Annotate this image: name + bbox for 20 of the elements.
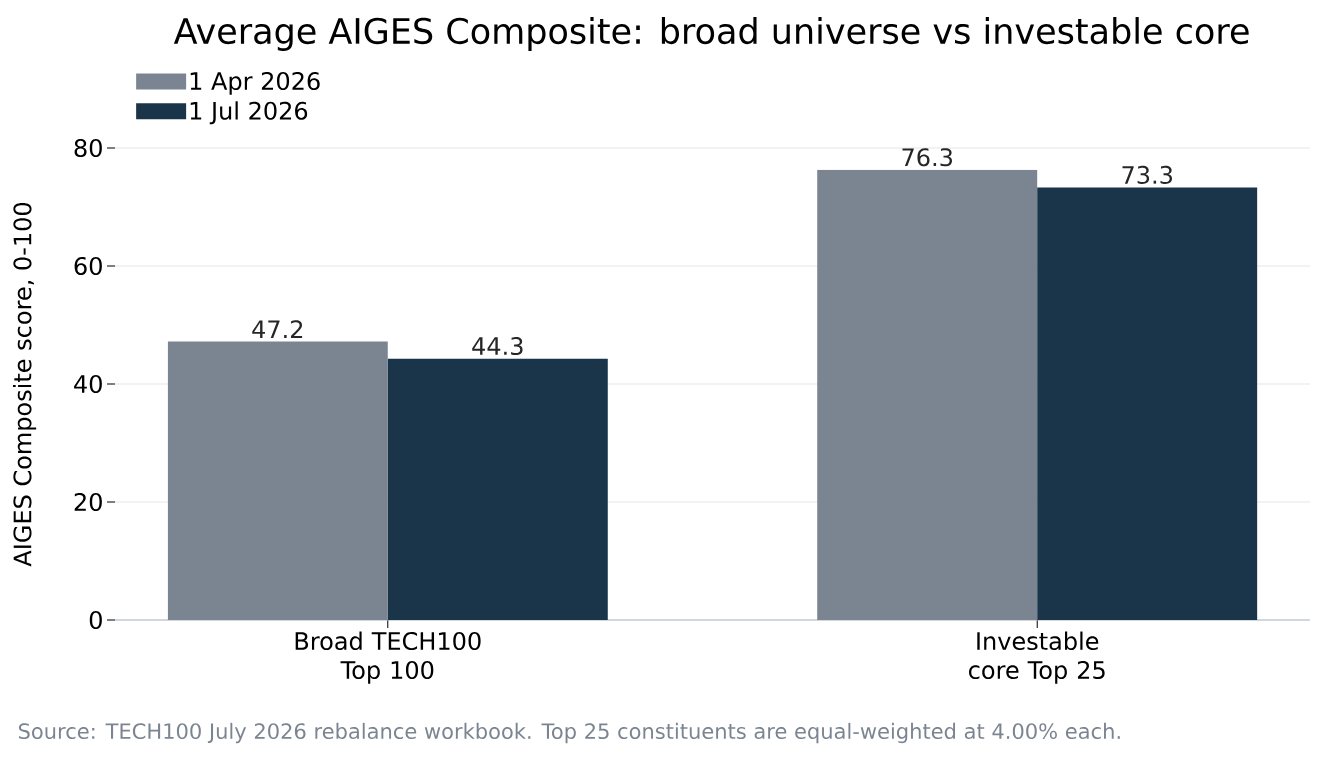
bar <box>817 169 1038 620</box>
x-tick-label: Broad TECH100 Top 100 <box>295 631 481 684</box>
data-label: 76.3 <box>902 148 953 167</box>
data-label: 73.3 <box>1122 165 1173 184</box>
y-axis-title: AIGES Composite score, 0-100 <box>12 202 37 567</box>
bar <box>1037 187 1258 620</box>
bar <box>387 358 608 620</box>
data-label: 44.3 <box>472 336 523 356</box>
legend-label: 1 Apr 2026 <box>190 71 320 95</box>
y-tick-label: 80 <box>74 138 102 158</box>
y-tick-label: 20 <box>74 492 102 512</box>
bar <box>167 341 388 620</box>
chart-title: Average AIGES Composite: broad universe vs investable core <box>173 17 1249 51</box>
y-tick-label: 0 <box>89 610 102 630</box>
y-tick-label: 40 <box>74 374 102 394</box>
source-note: Source: TECH100 July 2026 rebalance workbook. Top 25 constituents are equal-weighted at 4.00% each. <box>18 722 1120 744</box>
y-tick-label: 60 <box>74 256 102 276</box>
x-tick-label: Investable core Top 25 <box>969 631 1105 684</box>
data-label: 47.2 <box>252 320 303 338</box>
legend-label: 1 Jul 2026 <box>190 101 308 125</box>
